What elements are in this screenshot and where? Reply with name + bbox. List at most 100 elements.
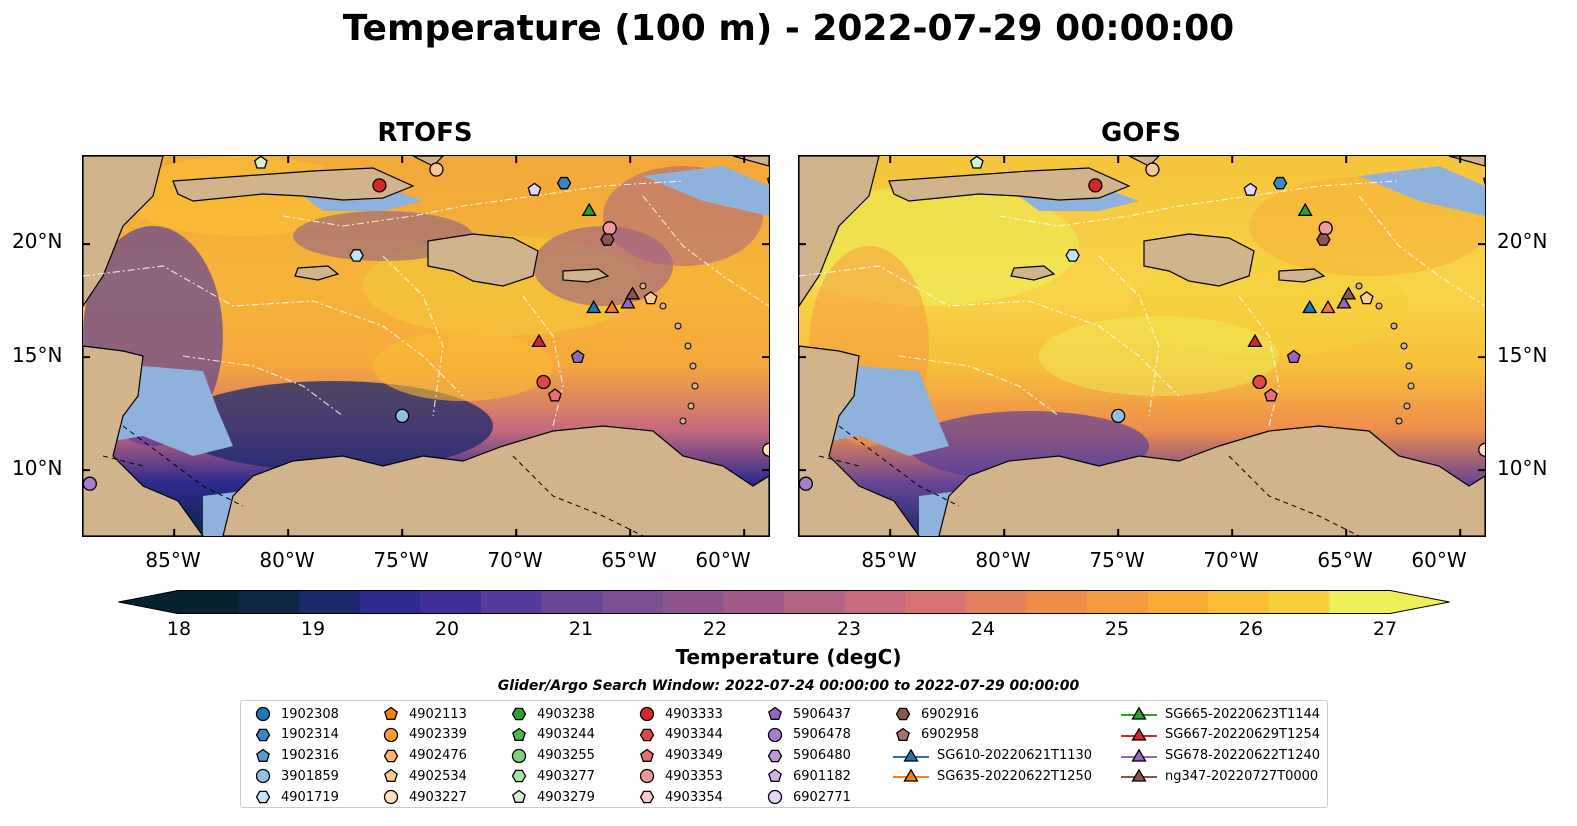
legend-marker: [895, 707, 911, 721]
circle-marker-icon: [511, 748, 527, 763]
pentagon-marker-icon: [640, 748, 654, 762]
float-marker: [1359, 291, 1374, 305]
float-marker: [969, 156, 984, 169]
island: [1403, 402, 1411, 410]
legend-marker: [255, 790, 271, 804]
circle-marker-icon: [639, 769, 655, 784]
legend-label: SG678-20220622T1240: [1165, 748, 1321, 764]
pentagon-marker-icon: [512, 789, 526, 804]
legend-label: 5906478: [793, 727, 851, 743]
float-marker: [1336, 295, 1352, 309]
land-mass: [1010, 265, 1056, 281]
colorbar-segment: [1087, 590, 1149, 614]
legend-label: 4903255: [537, 748, 595, 764]
legend-item: 5906478: [765, 725, 851, 745]
map-panel-gofs[interactable]: [798, 155, 1486, 537]
lon-label-right-80: 80°W: [975, 548, 1031, 572]
hexagon-marker-icon: [255, 728, 271, 742]
hexagon-marker-icon: [639, 790, 655, 804]
float-marker: [429, 162, 444, 177]
land-mass: [1278, 268, 1326, 283]
hexagon-marker-icon: [255, 790, 271, 804]
float-marker: [1478, 442, 1485, 457]
legend-item: SG667-20220629T1254: [1121, 725, 1320, 745]
pentagon-marker-icon: [256, 748, 270, 762]
legend-label: 4901719: [281, 789, 339, 805]
legend-item: 4903255: [509, 746, 595, 766]
temperature-anomaly: [373, 331, 553, 401]
colorbar-outline: [118, 590, 1450, 614]
colorbar-tick-23: 23: [836, 618, 862, 640]
island: [689, 362, 697, 370]
triangle-marker-icon: [893, 748, 929, 762]
legend-label: SG667-20220629T1254: [1165, 727, 1321, 743]
eez-boundary: [83, 265, 464, 397]
legend-label: 4903354: [665, 789, 723, 805]
float-marker: [1272, 176, 1288, 190]
legend-label: 4902113: [409, 706, 467, 722]
legend-marker: [384, 706, 398, 720]
legend-item: 4902339: [381, 725, 467, 745]
float-marker: [1286, 349, 1301, 364]
legend-marker: [512, 727, 526, 741]
land-mass: [888, 167, 1131, 202]
float-marker: [624, 286, 641, 300]
legend-label: 4903349: [665, 748, 723, 764]
colorbar-segment: [299, 590, 361, 614]
lon-label-right-85: 85°W: [861, 548, 917, 572]
triangle-marker-icon: [1121, 748, 1157, 762]
legend-label: SG610-20220621T1130: [937, 748, 1093, 764]
legend-marker: [639, 728, 655, 742]
legend-marker: [383, 749, 399, 762]
lon-label-right-75: 75°W: [1089, 548, 1145, 572]
lon-label-left-75: 75°W: [373, 548, 429, 572]
colorbar-segment: [238, 590, 300, 614]
float-marker: [766, 177, 769, 186]
map-panel-rtofs[interactable]: [82, 155, 770, 537]
island: [684, 342, 692, 350]
figure-title: Temperature (100 m) - 2022-07-29 00:00:0…: [342, 8, 1235, 49]
float-marker: [1340, 286, 1357, 300]
shallow-shelf: [1359, 166, 1485, 216]
land-mass: [172, 167, 415, 202]
legend-item: 6902958: [893, 725, 979, 745]
colorbar-tick-22: 22: [702, 618, 728, 640]
land-mass: [222, 425, 769, 536]
legend-marker: [896, 727, 910, 741]
legend: 1902308 1902314 1902316 3901859 4901719 49021…: [240, 700, 1328, 808]
float-marker: [1297, 202, 1313, 216]
colorbar-segment: [1147, 590, 1209, 614]
lon-label-right-60: 60°W: [1411, 548, 1467, 572]
legend-label: 1902314: [281, 727, 339, 743]
circle-marker-icon: [255, 769, 271, 784]
legend-item: 1902314: [253, 725, 339, 745]
map-canvas-rtofs: [83, 156, 769, 536]
float-marker: [1111, 408, 1126, 424]
float-marker: [1318, 221, 1333, 236]
hexagon-marker-icon: [639, 728, 655, 742]
legend-marker: [512, 789, 526, 804]
island: [674, 322, 682, 330]
legend-marker: [639, 769, 655, 784]
legend-marker: [511, 707, 527, 721]
eez-boundary: [382, 255, 444, 417]
legend-label: SG635-20220622T1250: [937, 768, 1093, 784]
float-marker: [600, 233, 615, 246]
legend-label: 3901859: [281, 768, 339, 784]
eez-boundary: [1358, 195, 1485, 307]
pentagon-marker-icon: [384, 769, 398, 783]
legend-marker: [1131, 748, 1147, 762]
legend-item: 4903344: [637, 725, 723, 745]
country-border: [122, 425, 244, 507]
legend-marker: [768, 706, 782, 720]
legend-label: 4903344: [665, 727, 723, 743]
island: [691, 382, 699, 390]
hexagon-marker-icon: [383, 749, 399, 762]
colorbar-gradient: [118, 590, 1450, 614]
lat-label-left-15: 15°N: [12, 343, 63, 367]
float-marker: [395, 408, 410, 424]
legend-item: 6902916: [893, 704, 979, 724]
country-border: [512, 455, 644, 536]
island: [679, 417, 687, 425]
legend-item: SG665-20220623T1144: [1121, 704, 1320, 724]
